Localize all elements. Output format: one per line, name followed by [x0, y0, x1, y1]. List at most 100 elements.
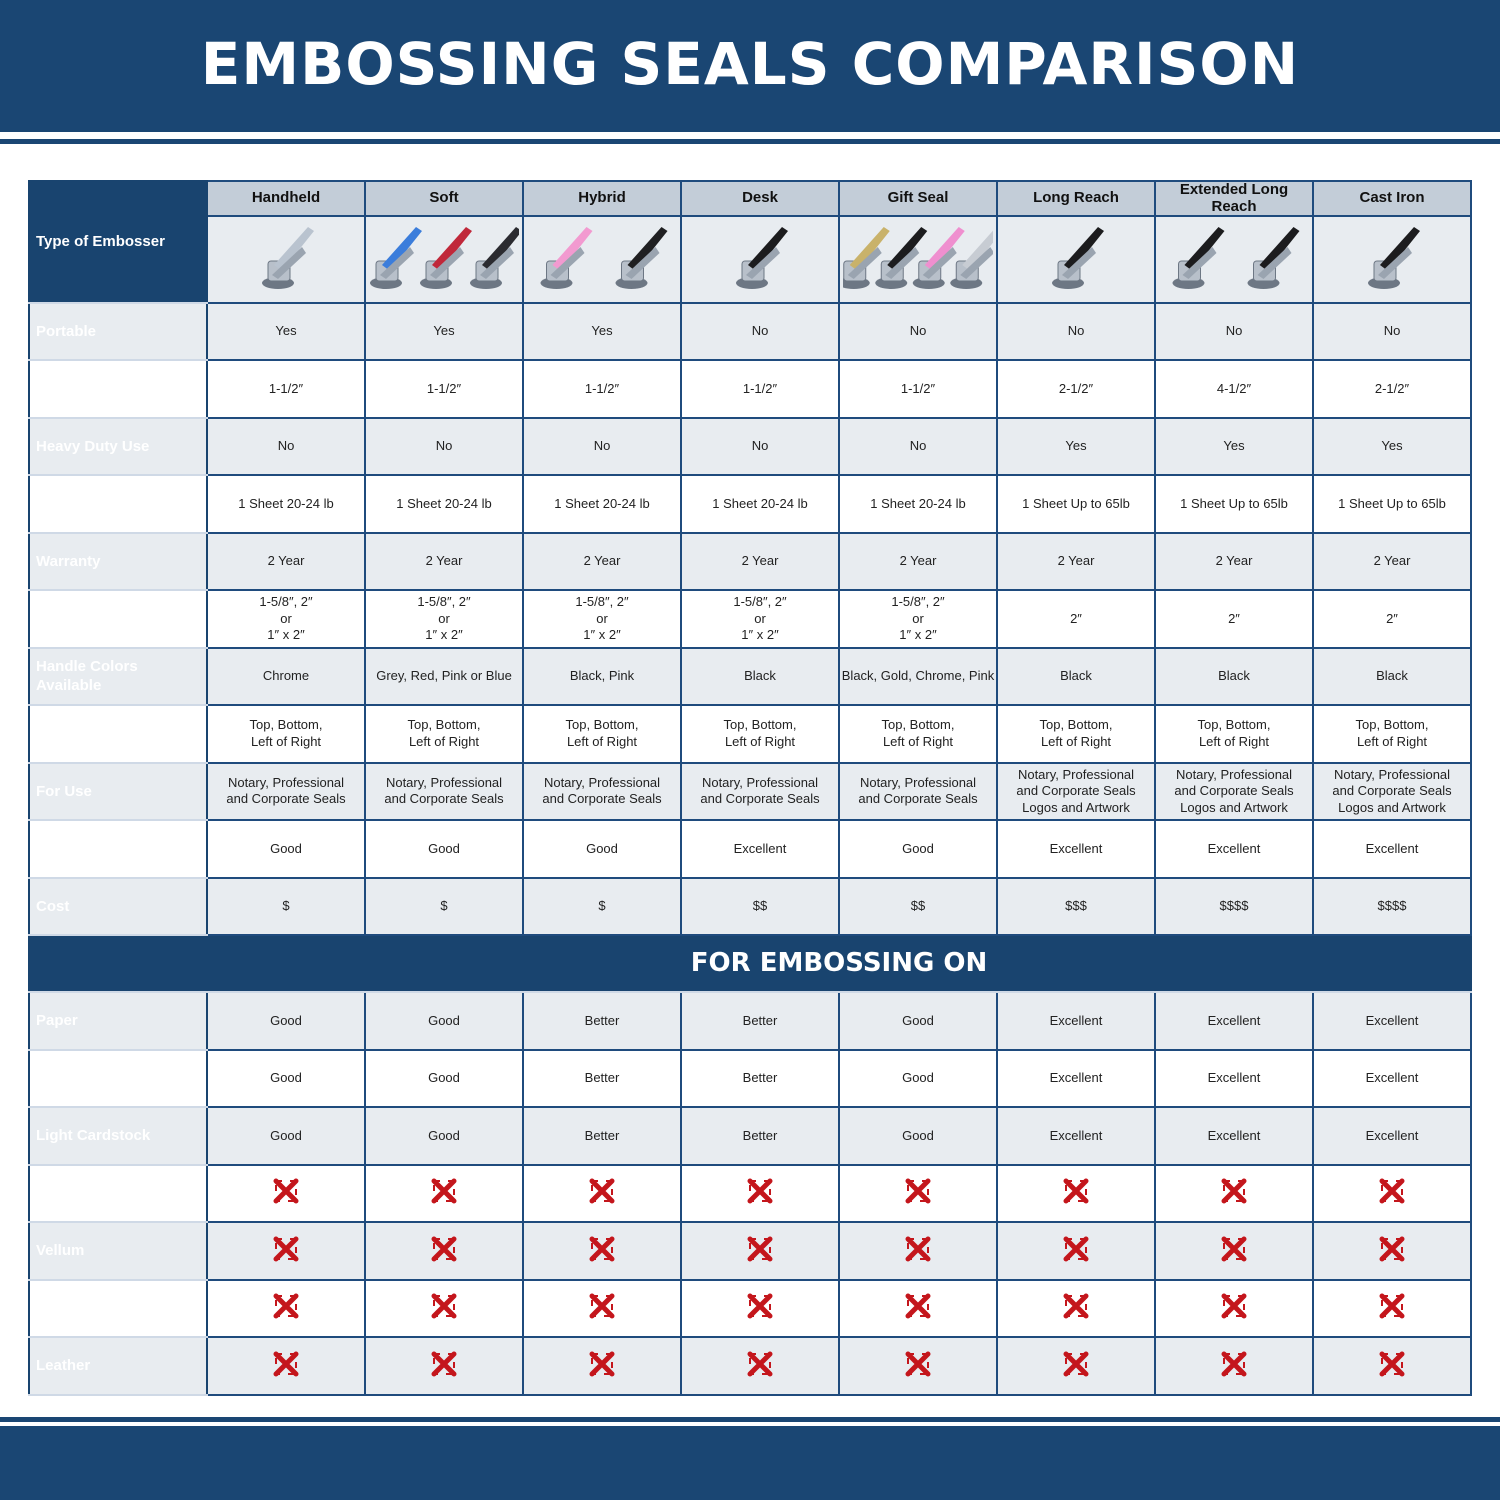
- column-header: Gift Seal: [838, 180, 998, 217]
- desk-embosser-icon: [680, 215, 840, 304]
- not-supported-cell: [206, 1221, 366, 1281]
- table-cell: Black: [1154, 646, 1314, 706]
- table-cell: 2″: [1154, 589, 1314, 649]
- row-label: Leather: [28, 1336, 208, 1396]
- not-supported-cell: [1312, 1278, 1472, 1338]
- table-row: Plate Size (Design can beany size inbetw…: [28, 589, 1472, 649]
- not-supported-cell: [1154, 1221, 1314, 1281]
- table-cell: 2″: [996, 589, 1156, 649]
- table-cell: 1 Sheet 20-24 lb: [680, 474, 840, 534]
- x-mark-icon: [431, 1293, 457, 1319]
- row-label: Artwork and Logos: [28, 819, 208, 879]
- table-cell: Excellent: [1312, 991, 1472, 1051]
- table-row: Light Cardstock Good Good Better Better Good E…: [28, 1106, 1472, 1166]
- table-row: Lined Evenvlops: [28, 1278, 1472, 1338]
- table-cell: 1 Sheet 20-24 lb: [522, 474, 682, 534]
- table-cell: 1-5/8″, 2″ or 1″ x 2″: [522, 589, 682, 649]
- row-label: Standard Envelopes: [28, 1048, 208, 1108]
- table-cell: Excellent: [1312, 1048, 1472, 1108]
- x-mark-icon: [905, 1293, 931, 1319]
- handheld-embosser-icon: [206, 215, 366, 304]
- not-supported-cell: [1312, 1336, 1472, 1396]
- not-supported-cell: [680, 1278, 840, 1338]
- x-mark-icon: [1379, 1351, 1405, 1376]
- row-label: Seal Reach from Edge of Page: [28, 359, 208, 419]
- x-mark-icon: [273, 1178, 299, 1204]
- not-supported-cell: [996, 1336, 1156, 1396]
- table-cell: No: [206, 416, 366, 476]
- x-mark-icon: [1063, 1351, 1089, 1376]
- table-cell: Good: [838, 819, 998, 879]
- row-label: Plate Size (Design can beany size inbetw…: [28, 589, 208, 649]
- table-cell: Excellent: [1154, 819, 1314, 879]
- table-cell: Top, Bottom, Left of Right: [364, 704, 524, 764]
- not-supported-cell: [522, 1163, 682, 1223]
- table-cell: Good: [838, 1106, 998, 1166]
- table-cell: Notary, Professional and Corporate Seals…: [996, 761, 1156, 821]
- column-header: Extended Long Reach: [1154, 180, 1314, 217]
- table-cell: 1-5/8″, 2″ or 1″ x 2″: [364, 589, 524, 649]
- table-cell: 1 Sheet 20-24 lb: [364, 474, 524, 534]
- table-cell: Excellent: [1154, 991, 1314, 1051]
- x-mark-icon: [1379, 1178, 1405, 1204]
- x-mark-icon: [589, 1293, 615, 1319]
- table-cell: Top, Bottom, Left of Right: [206, 704, 366, 764]
- table-cell: Excellent: [996, 1048, 1156, 1108]
- not-supported-cell: [838, 1278, 998, 1338]
- row-label: For Use: [28, 761, 208, 821]
- table-cell: 1-1/2″: [838, 359, 998, 419]
- table-cell: $: [522, 876, 682, 936]
- table-cell: Notary, Professional and Corporate Seals: [364, 761, 524, 821]
- row-label: Paper: [28, 991, 208, 1051]
- table-cell: Excellent: [1154, 1106, 1314, 1166]
- table-cell: No: [996, 301, 1156, 361]
- table-row: Handle Colors Available Chrome Grey, Red, …: [28, 646, 1472, 706]
- table-cell: Good: [364, 1106, 524, 1166]
- x-mark-icon: [905, 1236, 931, 1261]
- row-label: Mylar: [28, 1163, 208, 1223]
- table-cell: Notary, Professional and Corporate Seals: [206, 761, 366, 821]
- table-cell: 1 Sheet 20-24 lb: [838, 474, 998, 534]
- section-title: FOR EMBOSSING ON: [206, 934, 1472, 993]
- x-mark-icon: [1221, 1178, 1247, 1204]
- soft-embosser-icon: [364, 215, 524, 304]
- x-mark-icon: [1063, 1236, 1089, 1261]
- table-cell: Better: [680, 991, 840, 1051]
- table-cell: Good: [838, 991, 998, 1051]
- table-cell: Excellent: [996, 991, 1156, 1051]
- table-cell: No: [838, 301, 998, 361]
- x-mark-icon: [747, 1351, 773, 1376]
- column-header: Handheld: [206, 180, 366, 217]
- table-cell: No: [364, 416, 524, 476]
- table-cell: Black, Pink: [522, 646, 682, 706]
- table-cell: 1-1/2″: [680, 359, 840, 419]
- table-cell: 2 Year: [680, 531, 840, 591]
- table-cell: Better: [680, 1048, 840, 1108]
- table-cell: Better: [522, 1048, 682, 1108]
- table-cell: $$$$: [1154, 876, 1314, 936]
- x-mark-icon: [1063, 1178, 1089, 1204]
- table-cell: 1 Sheet Up to 65lb: [996, 474, 1156, 534]
- table-cell: Excellent: [996, 819, 1156, 879]
- row-label: Orientation Options: [28, 704, 208, 764]
- table-cell: Chrome: [206, 646, 366, 706]
- table-cell: Notary, Professional and Corporate Seals…: [1312, 761, 1472, 821]
- table-cell: 1-1/2″: [206, 359, 366, 419]
- table-cell: Top, Bottom, Left of Right: [1154, 704, 1314, 764]
- table-cell: $$: [680, 876, 840, 936]
- x-mark-icon: [1379, 1236, 1405, 1261]
- table-cell: 1-5/8″, 2″ or 1″ x 2″: [206, 589, 366, 649]
- table-cell: 2 Year: [522, 531, 682, 591]
- table-cell: 1-1/2″: [522, 359, 682, 419]
- x-mark-icon: [1379, 1293, 1405, 1319]
- column-header: Soft: [364, 180, 524, 217]
- not-supported-cell: [996, 1278, 1156, 1338]
- table-cell: $: [364, 876, 524, 936]
- table-row: Vellum: [28, 1221, 1472, 1281]
- row-label: Type of Embosser: [28, 180, 208, 304]
- hybrid-embosser-icon: [522, 215, 682, 304]
- table-cell: $$: [838, 876, 998, 936]
- table-cell: Notary, Professional and Corporate Seals…: [1154, 761, 1314, 821]
- row-label: Lined Evenvlops: [28, 1278, 208, 1338]
- not-supported-cell: [1312, 1163, 1472, 1223]
